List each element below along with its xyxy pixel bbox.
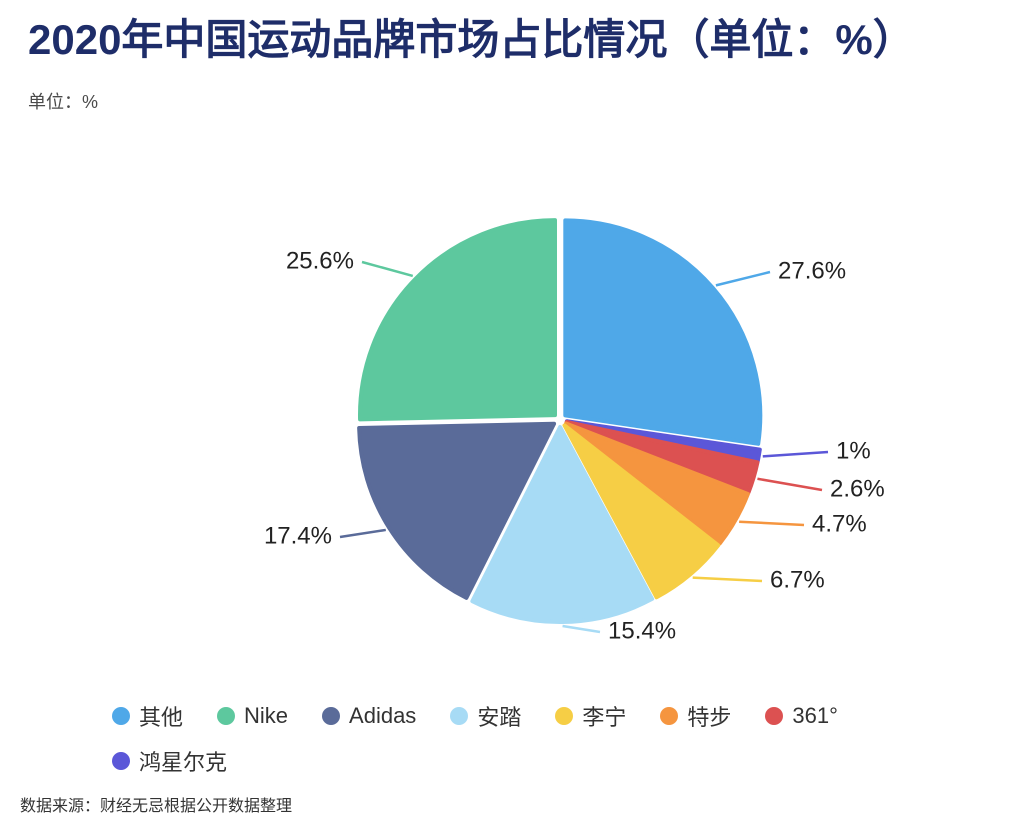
slice-label-line-2 bbox=[757, 477, 823, 492]
legend-label: 李宁 bbox=[582, 705, 627, 730]
slice-label-5: 15.4% bbox=[608, 617, 676, 644]
legend-row-1: 其他 Nike Adidas 安踏 李宁 特步 361° bbox=[112, 700, 992, 732]
slice-label-line-5 bbox=[562, 624, 601, 634]
legend-dot-icon bbox=[450, 707, 469, 725]
legend-item-6: 361° bbox=[765, 700, 838, 732]
legend-label: Adidas bbox=[349, 703, 417, 728]
legend-item-7: 鸿星尔克 bbox=[112, 745, 227, 777]
pie-slice-6 bbox=[357, 421, 557, 600]
legend-item-4: 李宁 bbox=[555, 700, 626, 732]
legend-dot-icon bbox=[112, 707, 130, 725]
slice-label-3: 4.7% bbox=[812, 510, 867, 537]
pie-slice-3 bbox=[564, 421, 750, 546]
pie-slice-4 bbox=[562, 423, 721, 600]
legend-item-3: 安踏 bbox=[450, 700, 521, 732]
legend-label: 361° bbox=[792, 703, 838, 728]
legend-label: 鸿星尔克 bbox=[139, 750, 228, 775]
legend-item-2: Adidas bbox=[322, 700, 416, 732]
pie-slice-0 bbox=[563, 218, 763, 446]
slice-label-0: 27.6% bbox=[778, 257, 846, 284]
legend-label: 特步 bbox=[687, 705, 732, 730]
legend-item-5: 特步 bbox=[660, 700, 731, 732]
slice-label-1: 1% bbox=[836, 437, 871, 464]
pie-chart: 27.6% 1% 2.6% 4.7% 6.7% 15.4% 17.4% 25.6% bbox=[264, 218, 885, 644]
slice-label-line-4 bbox=[692, 576, 763, 583]
pie-slice-5 bbox=[470, 424, 655, 624]
pie-slice-7 bbox=[358, 218, 557, 422]
legend-dot-icon bbox=[217, 707, 236, 725]
slice-label-2: 2.6% bbox=[830, 475, 885, 502]
slice-label-line-6 bbox=[339, 528, 386, 539]
legend-row-2: 鸿星尔克 bbox=[112, 745, 992, 777]
legend-label: Nike bbox=[244, 703, 289, 728]
unit-label: 单位：% bbox=[28, 92, 99, 112]
data-source: 数据来源：财经无忌根据公开数据整理 bbox=[20, 798, 293, 815]
slice-label-line-7 bbox=[361, 260, 414, 278]
slice-label-line-3 bbox=[739, 520, 805, 527]
legend-dot-icon bbox=[555, 707, 574, 725]
legend-dot-icon bbox=[322, 707, 341, 725]
slice-label-7: 25.6% bbox=[286, 247, 354, 274]
legend-dot-icon bbox=[660, 707, 679, 725]
legend-item-1: Nike bbox=[217, 700, 288, 732]
slice-label-4: 6.7% bbox=[770, 566, 825, 593]
slice-label-line-1 bbox=[762, 450, 829, 458]
slice-label-line-0 bbox=[715, 270, 771, 287]
legend-item-0: 其他 bbox=[112, 700, 183, 732]
legend-dot-icon bbox=[765, 707, 784, 725]
legend: 其他 Nike Adidas 安踏 李宁 特步 361° 鸿星尔克 bbox=[112, 700, 992, 790]
legend-label: 安踏 bbox=[477, 705, 522, 730]
legend-dot-icon bbox=[112, 752, 130, 770]
slice-label-6: 17.4% bbox=[264, 522, 332, 549]
legend-label: 其他 bbox=[139, 705, 184, 730]
chart-title: 2020年中国运动品牌市场占比情况（单位：%） bbox=[28, 16, 915, 63]
